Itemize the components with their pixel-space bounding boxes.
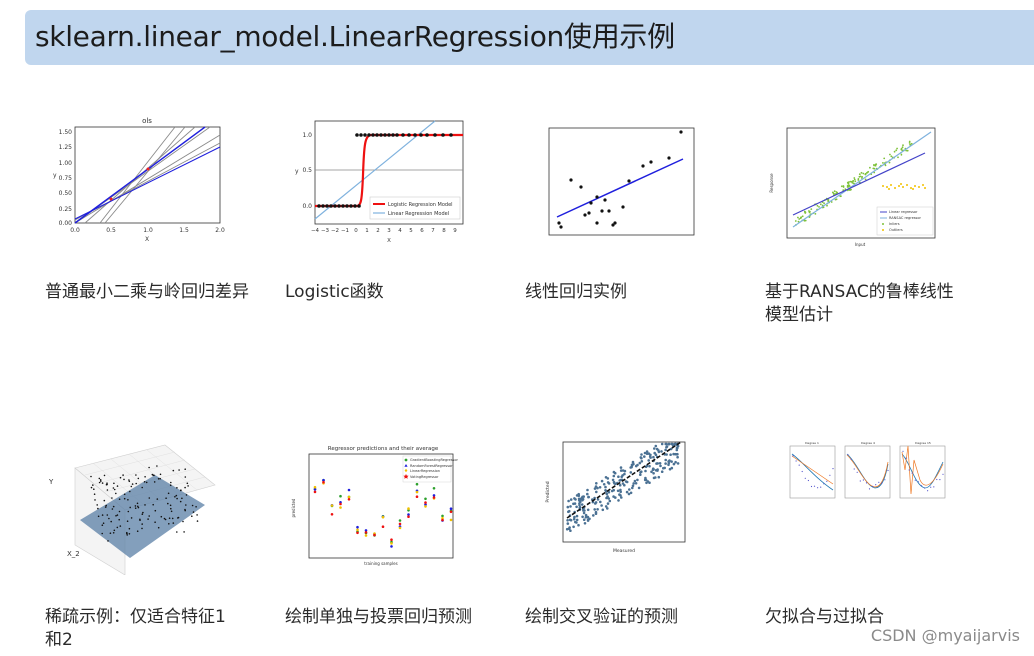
x-axis-label: Measured — [613, 548, 635, 554]
axis-label-x2: X_2 — [67, 550, 80, 558]
example-caption[interactable]: 基于RANSAC的鲁棒线性模型估计 — [765, 282, 954, 325]
thumbnail-linear-regression[interactable] — [525, 115, 725, 250]
page-header: sklearn.linear_model.LinearRegression使用示… — [25, 10, 1034, 65]
example-card-linear-regression[interactable]: 线性回归实例 — [525, 115, 755, 302]
x-tick-label: −1 — [341, 228, 349, 234]
panel-title: Degree 1 — [805, 441, 819, 445]
thumbnail-under-overfitting[interactable]: Degree 1 Degree 4 Degree 15 — [765, 440, 965, 575]
x-tick-label: 8 — [442, 228, 446, 234]
thumbnail-cv-predictions[interactable]: Measured Predicted — [525, 440, 725, 575]
legend-label: LinearRegression — [410, 469, 440, 473]
legend-label: Logistic Regression Model — [388, 202, 453, 208]
x-tick-label: −4 — [311, 228, 320, 234]
legend-label: Linear Regression Model — [388, 211, 449, 217]
example-caption[interactable]: 稀疏示例：仅适合特征1和2 — [45, 607, 226, 650]
thumbnail-voting-regressor[interactable]: Regressor predictions and their average … — [285, 440, 485, 575]
x-axis-label: X — [145, 236, 149, 243]
example-card-logistic[interactable]: Logistic Regression Model Linear Regress… — [285, 115, 515, 302]
y-axis-label: y — [295, 168, 299, 175]
example-caption[interactable]: 绘制单独与投票回归预测 — [285, 607, 472, 627]
y-tick-label: 1.00 — [59, 160, 73, 167]
watermark: CSDN @myaijarvis — [870, 626, 1020, 645]
x-tick-label: 3 — [387, 228, 391, 234]
y-tick-label: 0.00 — [59, 220, 73, 227]
legend-label: Outliers — [889, 228, 903, 232]
x-tick-label: −3 — [321, 228, 330, 234]
thumbnail-sparse-3d[interactable]: Y X_2 — [45, 440, 245, 575]
y-tick-label: 0.0 — [302, 203, 312, 210]
x-tick-label: 4 — [398, 228, 402, 234]
panel-title: Degree 15 — [915, 441, 931, 445]
y-tick-label: 1.50 — [59, 129, 73, 136]
example-caption[interactable]: 线性回归实例 — [525, 282, 627, 302]
example-caption[interactable]: 欠拟合与过拟合 — [765, 607, 884, 627]
y-axis-label: predicted — [291, 498, 296, 517]
example-caption[interactable]: 绘制交叉验证的预测 — [525, 607, 678, 627]
y-tick-label: 1.25 — [59, 144, 73, 151]
legend-label: Inliers — [889, 222, 900, 226]
x-tick-label: 1.0 — [143, 227, 153, 234]
thumb-title: Regressor predictions and their average — [328, 446, 439, 452]
example-card-cv-predictions[interactable]: Measured Predicted 绘制交叉验证的预测 — [525, 440, 755, 627]
example-card-under-overfitting[interactable]: Degree 1 Degree 4 Degree 15 欠拟合与过拟合 — [765, 440, 995, 627]
example-card-sparse-3d[interactable]: Y X_2 稀疏示例：仅适合特征1和2 — [45, 440, 275, 650]
x-tick-label: 2 — [376, 228, 380, 234]
example-card-ols-ridge[interactable]: ols 1.50 1.25 1.00 0.75 0.50 0.25 — [45, 115, 275, 302]
page-title: sklearn.linear_model.LinearRegression使用示… — [35, 20, 675, 53]
y-tick-label: 0.50 — [59, 190, 73, 197]
x-tick-label: 1 — [365, 228, 369, 234]
y-tick-label: 0.75 — [59, 175, 73, 182]
thumb-title: ols — [142, 117, 152, 125]
x-axis-label: Input — [855, 242, 866, 247]
x-tick-label: 9 — [453, 228, 457, 234]
panel-title: Degree 4 — [861, 441, 875, 445]
legend-label: RandomForestRegressor — [410, 464, 453, 468]
example-card-voting-regressor[interactable]: Regressor predictions and their average … — [285, 440, 515, 627]
x-axis-label: X — [387, 238, 391, 244]
thumbnail-ols-ridge[interactable]: ols 1.50 1.25 1.00 0.75 0.50 0.25 — [45, 115, 245, 250]
legend-label: Linear regressor — [889, 210, 918, 214]
x-tick-label: 0.5 — [106, 227, 116, 234]
legend-label: VotingRegressor — [410, 475, 439, 479]
y-axis-label: y — [53, 172, 57, 179]
y-axis-label: Response — [769, 173, 774, 193]
x-tick-label: 0.0 — [70, 227, 80, 234]
axis-label-y: Y — [48, 478, 54, 486]
legend-label: RANSAC regressor — [889, 216, 922, 220]
y-tick-label: 1.0 — [302, 132, 312, 139]
x-tick-label: 7 — [431, 228, 435, 234]
example-caption[interactable]: Logistic函数 — [285, 282, 384, 302]
x-tick-label: −2 — [331, 228, 339, 234]
thumbnail-logistic[interactable]: Logistic Regression Model Linear Regress… — [285, 115, 485, 250]
y-tick-label: 0.5 — [302, 167, 312, 174]
example-caption[interactable]: 普通最小二乘与岭回归差异 — [45, 282, 249, 302]
x-tick-label: 0 — [354, 228, 358, 234]
y-axis-label: Predicted — [545, 481, 551, 502]
y-tick-label: 0.25 — [59, 206, 73, 213]
thumbnail-ransac[interactable]: Linear regressor RANSAC regressor Inlier… — [765, 115, 965, 250]
x-tick-label: 6 — [420, 228, 424, 234]
x-tick-label: 2.0 — [215, 227, 225, 234]
x-axis-label: training samples — [364, 561, 397, 566]
x-tick-label: 5 — [409, 228, 413, 234]
example-card-ransac[interactable]: Linear regressor RANSAC regressor Inlier… — [765, 115, 995, 325]
legend-label: GradientBoostingRegressor — [410, 458, 458, 462]
x-tick-label: 1.5 — [179, 227, 189, 234]
